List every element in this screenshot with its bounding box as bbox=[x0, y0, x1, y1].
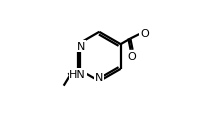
Text: HN: HN bbox=[69, 69, 86, 79]
Text: O: O bbox=[140, 29, 149, 39]
Text: N: N bbox=[95, 73, 103, 83]
Text: N: N bbox=[77, 42, 85, 52]
Text: O: O bbox=[128, 52, 137, 62]
